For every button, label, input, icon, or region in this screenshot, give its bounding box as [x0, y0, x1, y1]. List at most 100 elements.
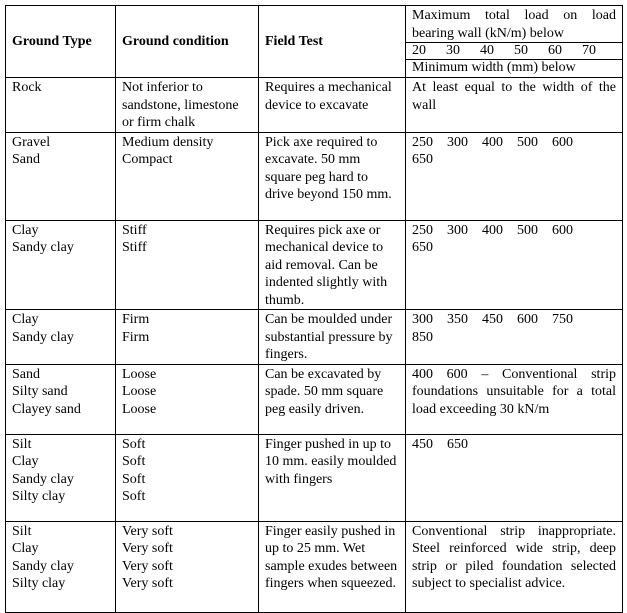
width-note: At least equal to the width of the wall	[405, 77, 623, 133]
ground-type-cell: Sand Silty sand Clayey sand	[5, 363, 116, 435]
field-test: Can be moulded under substantial pressur…	[258, 309, 406, 365]
min-width: 400	[482, 134, 503, 150]
width-cell: 450 650	[405, 433, 623, 522]
ground-type: Silt	[12, 523, 32, 539]
ground-type-cell: Rock	[5, 77, 116, 133]
load-value: 50	[514, 43, 528, 58]
table-row: Gravel Sand Medium density Compact Pick axe …	[5, 131, 623, 221]
table-row: Rock Not inferior to sandstone, limestone…	[5, 77, 623, 133]
min-width: 250	[412, 134, 433, 150]
ground-condition: Loose	[122, 401, 157, 417]
load-value: 40	[480, 43, 494, 58]
load-value: 20	[412, 43, 426, 58]
ground-condition: Loose	[122, 366, 157, 382]
table-row: Silt Clay Sandy clay Silty clay Soft Soft Soft…	[5, 433, 623, 522]
ground-type: Sand	[12, 152, 40, 167]
ground-type-cell: Silt Clay Sandy clay Silty clay	[5, 433, 116, 522]
width-note: Conventional strip inappropriate. Steel …	[405, 520, 623, 613]
min-width: 450	[482, 312, 503, 327]
header-cell: Field Test	[258, 5, 406, 78]
ground-condition: Firm	[122, 312, 150, 327]
width-note: 400 600 – Conventional strip foundations…	[405, 363, 623, 435]
ground-type: Clay	[12, 222, 39, 238]
ground-type: Rock	[12, 80, 42, 95]
ground-type-cell: Clay Sandy clay	[5, 309, 116, 365]
min-width: 600	[517, 312, 538, 327]
condition-cell: Very soft Very soft Very soft Very soft	[115, 520, 259, 613]
ground-condition: Soft	[122, 489, 146, 504]
field-test: Requires a mechanical device to excavate	[258, 77, 406, 133]
ground-type: Silty clay	[12, 576, 66, 591]
min-width: 350	[447, 312, 468, 327]
field-test: Requires pick axe or mechanical device t…	[258, 219, 406, 310]
ground-type-cell: Clay Sandy clay	[5, 219, 116, 310]
ground-type: Silty clay	[12, 489, 66, 504]
table-body: Ground Type Ground condition Field Test …	[5, 5, 623, 613]
min-width: 450	[412, 436, 433, 452]
ground-type: Sandy clay	[12, 558, 74, 574]
ground-condition: Stiff	[122, 240, 147, 255]
ground-condition: Soft	[122, 454, 146, 469]
min-width: 300	[447, 134, 468, 150]
width-cell: 300 350 450 600 750 850	[405, 309, 623, 365]
table-row: Silt Clay Sandy clay Silty clay Very soft Ver…	[5, 520, 623, 613]
ground-condition: Firm	[122, 329, 150, 345]
ground-condition: Soft	[122, 436, 146, 452]
header-row: Minimum width (mm) below	[6, 59, 623, 78]
ground-condition: Very soft	[122, 541, 173, 556]
header-cell: Ground Type	[5, 5, 116, 78]
ground-type: Sandy clay	[12, 471, 74, 487]
ground-type: Clay	[12, 541, 39, 556]
condition-cell: Loose Loose Loose	[115, 363, 259, 435]
min-width: 600	[552, 134, 573, 150]
ground-type: Sandy clay	[12, 240, 74, 255]
ground-type: Silty sand	[12, 384, 68, 399]
ground-type: Sand	[12, 366, 40, 382]
min-width: 850	[412, 329, 433, 345]
load-value: 30	[446, 43, 460, 58]
min-width: 400	[482, 222, 503, 238]
min-width: 600	[552, 222, 573, 238]
ground-type: Clayey sand	[12, 401, 81, 417]
ground-type: Clay	[12, 312, 39, 327]
condition-cell: Medium density Compact	[115, 131, 259, 221]
width-cell: 250 300 400 500 600 650	[405, 131, 623, 221]
table-row: Clay Sandy clay Firm Firm Can be moulded und…	[5, 309, 623, 365]
ground-condition: Very soft	[122, 523, 173, 539]
condition-cell: Firm Firm	[115, 309, 259, 365]
ground-type-cell: Gravel Sand	[5, 131, 116, 221]
ground-condition: Very soft	[122, 558, 173, 574]
field-test: Can be excavated by spade. 50 mm square …	[258, 363, 406, 435]
condition-cell: Stiff Stiff	[115, 219, 259, 310]
condition-cell: Soft Soft Soft Soft	[115, 433, 259, 522]
ground-condition: Medium density	[122, 134, 214, 150]
min-width: 650	[447, 436, 468, 452]
ground-condition: Compact	[122, 152, 173, 167]
min-width: 500	[517, 134, 538, 150]
width-cell: 250 300 400 500 600 650	[405, 219, 623, 310]
loads-cell: 20 30 40 50 60 70	[405, 42, 623, 60]
field-test: Finger pushed in up to 10 mm. easily mou…	[258, 433, 406, 522]
field-test: Pick axe required to excavate. 50 mm squ…	[258, 131, 406, 221]
ground-type: Gravel	[12, 134, 51, 150]
ground-condition: Very soft	[122, 576, 173, 591]
ground-type: Silt	[12, 436, 32, 452]
min-width: 650	[412, 240, 433, 255]
header-row: Ground Type Ground condition Field Test …	[5, 5, 623, 78]
field-test: Finger easily pushed in up to 25 mm. Wet…	[258, 520, 406, 613]
table-row: Clay Sandy clay Stiff Stiff Requires pick ax…	[5, 219, 623, 310]
ground-condition: Stiff	[122, 222, 147, 238]
table-row: Sand Silty sand Clayey sand Loose Loose Loose…	[5, 363, 623, 435]
load-value: 70	[582, 43, 596, 58]
min-width: 750	[552, 312, 573, 327]
header-cell: Minimum width (mm) below	[405, 59, 623, 78]
min-width: 300	[412, 312, 433, 327]
min-width: 250	[412, 222, 433, 238]
min-width: 300	[447, 222, 468, 238]
min-width: 500	[517, 222, 538, 238]
condition-cell: Not inferior to sandstone, limestone or …	[115, 77, 259, 133]
header-cell: Ground condition	[115, 5, 259, 78]
soil-table: Ground Type Ground condition Field Test …	[5, 5, 623, 613]
ground-condition: Soft	[122, 471, 146, 487]
ground-condition: Not inferior to sandstone, limestone or …	[122, 80, 239, 130]
